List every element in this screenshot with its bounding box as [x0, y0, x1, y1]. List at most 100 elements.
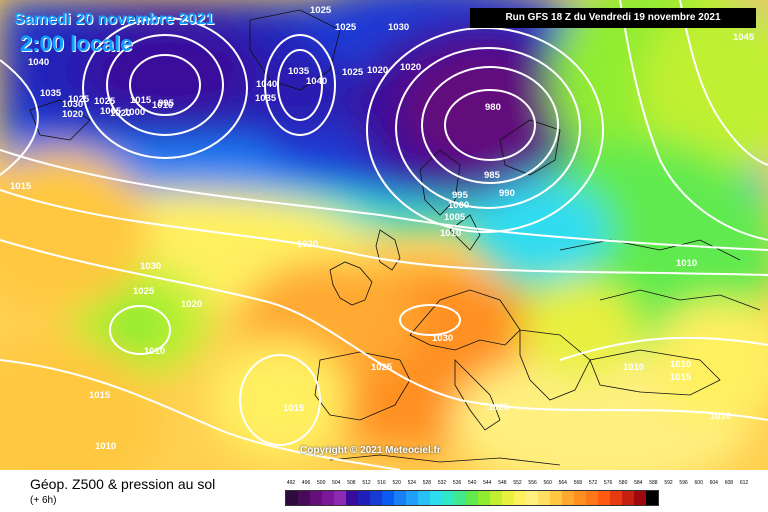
legend-swatch	[646, 491, 658, 505]
legend-value: 588	[649, 480, 658, 486]
legend-value: 520	[392, 480, 401, 486]
isobar-label: 1025	[68, 94, 90, 105]
isobar-label: 1030	[432, 333, 453, 344]
isobar-label: 1010	[144, 346, 165, 357]
legend-swatch	[286, 491, 298, 505]
legend-value: 528	[422, 480, 432, 486]
isobars	[0, 0, 768, 470]
isobar-label: 1020	[181, 299, 202, 310]
legend-swatch	[634, 491, 646, 505]
legend-swatch	[466, 491, 478, 505]
legend-swatch	[418, 491, 430, 505]
isobar-label: 1030	[140, 261, 161, 272]
legend-value: 576	[603, 480, 613, 486]
isobar-label: 1010	[95, 441, 116, 452]
map-parameter-title: Géop. Z500 & pression au sol	[30, 476, 216, 492]
isobar-label: 985	[484, 170, 501, 181]
forecast-lead-time: (+ 6h)	[30, 495, 57, 506]
pressure-map: 1025102510301050104510351040104010351025…	[0, 0, 768, 470]
legend-swatch	[382, 491, 394, 505]
isobar-label: 1010	[623, 362, 644, 373]
isobar-label: 1030	[388, 22, 409, 33]
legend-swatch	[502, 491, 514, 505]
isobar-label: 1010	[440, 228, 461, 239]
isobar-label: 1015	[283, 403, 305, 414]
legend-swatch	[310, 491, 322, 505]
map-footer: Géop. Z500 & pression au sol (+ 6h) 492 4…	[0, 470, 768, 512]
legend-swatch	[586, 491, 598, 505]
isobar-label: 1015	[130, 95, 152, 106]
isobar-label: 1010	[676, 258, 697, 269]
isobar-label: 1035	[288, 66, 310, 77]
legend-swatch	[430, 491, 442, 505]
legend-swatch	[622, 491, 634, 505]
legend-value: 584	[634, 480, 643, 486]
legend-swatch	[454, 491, 466, 505]
legend-value: 492	[286, 480, 296, 486]
isobar-label: 1020	[400, 62, 421, 73]
legend-swatch	[322, 491, 334, 505]
legend-swatch	[358, 491, 370, 505]
coastlines	[29, 9, 761, 466]
legend-swatch	[334, 491, 346, 505]
legend-value: 556	[528, 480, 537, 486]
legend-value: 552	[513, 480, 522, 486]
legend-swatch	[550, 491, 562, 505]
isobar-labels: 1025102510301050104510351040104010351025…	[10, 5, 755, 452]
isobar-label: 1020	[367, 65, 388, 76]
isobar-label: 1040	[28, 57, 49, 68]
isobar-label: 995	[158, 98, 175, 109]
isobar-label: 1025	[342, 67, 364, 78]
legend-value: 612	[739, 480, 749, 486]
isobar-label: 1030	[62, 99, 83, 110]
isobar-label: 1000	[448, 200, 469, 211]
isobar-label: 1005	[100, 106, 122, 117]
legend-value: 572	[588, 480, 598, 486]
isobar-label: 1015	[89, 390, 111, 401]
legend-value: 608	[724, 480, 734, 486]
legend-value: 524	[407, 480, 416, 486]
legend-value: 532	[437, 480, 447, 486]
legend-value: 548	[498, 480, 507, 486]
legend-swatch	[394, 491, 406, 505]
isobar-label: 980	[485, 102, 501, 113]
isobar-label: 1035	[40, 88, 62, 99]
isobar-label: 1035	[255, 93, 277, 104]
legend-swatch	[574, 491, 586, 505]
isobar-label: 1025	[488, 402, 510, 413]
legend-swatch	[598, 491, 610, 505]
isobar-label: 1005	[444, 212, 466, 223]
isobar-label: 1025	[335, 22, 357, 33]
legend-swatch	[346, 491, 358, 505]
isobar-label: 995	[452, 190, 469, 201]
isobar-label: 1010	[670, 359, 691, 370]
isobar-label: 1015	[670, 372, 692, 383]
legend-value: 564	[558, 480, 567, 486]
isobar-label: 1015	[10, 181, 32, 192]
isobar-label: 1025	[133, 286, 155, 297]
isobar-label: 990	[499, 188, 515, 199]
color-legend	[285, 490, 659, 506]
legend-value: 568	[573, 480, 583, 486]
legend-value: 600	[694, 480, 703, 486]
legend-swatch	[406, 491, 418, 505]
legend-value: 592	[664, 480, 673, 486]
legend-value: 516	[377, 480, 386, 486]
legend-value: 560	[543, 480, 552, 486]
legend-swatch	[526, 491, 538, 505]
legend-tick-labels: 492 496 500 504 508 512 516 520 524 528 532 536 540 5…	[285, 480, 753, 490]
legend-value: 504	[332, 480, 341, 486]
isobar-label: 1025	[310, 5, 332, 16]
legend-swatch	[514, 491, 526, 505]
isobar-label: 1020	[62, 109, 83, 120]
isobar-label: 1020	[297, 239, 318, 250]
legend-swatch	[442, 491, 454, 505]
legend-swatch	[610, 491, 622, 505]
legend-value: 536	[452, 480, 462, 486]
isobar-label: 1045	[733, 32, 755, 43]
isobar-label: 1025	[94, 96, 116, 107]
legend-value: 496	[301, 480, 311, 486]
isobar-label: 1025	[371, 362, 393, 373]
legend-value: 596	[679, 480, 688, 486]
